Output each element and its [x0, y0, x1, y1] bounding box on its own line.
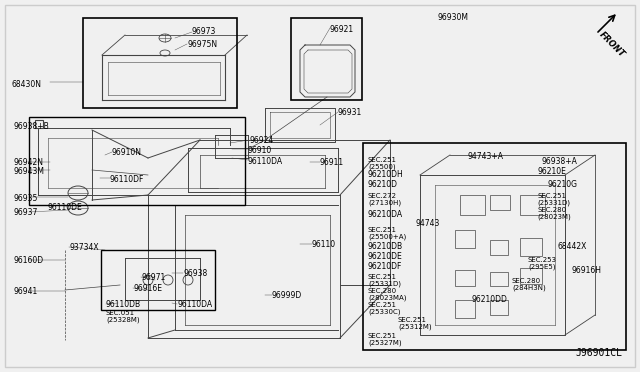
Text: SEC.251
(25500): SEC.251 (25500)	[368, 157, 397, 170]
Bar	[83, 18, 237, 108]
Text: 96973: 96973	[192, 27, 216, 36]
Text: J96901CL: J96901CL	[575, 348, 622, 358]
Text: SEC.272
(27130H): SEC.272 (27130H)	[368, 193, 401, 206]
Text: 96931: 96931	[338, 108, 362, 117]
Bar	[490, 300, 508, 315]
Text: 96110: 96110	[312, 240, 336, 249]
Text: 96110DA: 96110DA	[177, 300, 212, 309]
Text: SEC.251
(25331D): SEC.251 (25331D)	[537, 193, 570, 206]
Text: 96938+A: 96938+A	[541, 157, 577, 166]
Text: 96110DE: 96110DE	[47, 203, 82, 212]
Text: 96935: 96935	[13, 194, 37, 203]
Text: 96975N: 96975N	[187, 40, 217, 49]
Text: 96210G: 96210G	[548, 180, 578, 189]
Bar	[520, 195, 545, 215]
Bar	[520, 238, 542, 256]
Text: 96971: 96971	[141, 273, 165, 282]
Text: 94743: 94743	[415, 219, 440, 228]
Bar	[455, 230, 475, 248]
Text: 96930M: 96930M	[437, 13, 468, 22]
Text: SEC.251
(25331D): SEC.251 (25331D)	[368, 274, 401, 287]
Bar	[460, 195, 485, 215]
Bar	[490, 240, 508, 255]
Text: SEC.051
(25328M): SEC.051 (25328M)	[106, 310, 140, 323]
Text: SEC.251
(25500+A): SEC.251 (25500+A)	[368, 227, 406, 240]
Text: 96943M: 96943M	[13, 167, 44, 176]
Text: 96916H: 96916H	[572, 266, 602, 275]
Text: 96110DB: 96110DB	[106, 300, 141, 309]
Text: 96160D: 96160D	[13, 256, 43, 265]
Text: SEC.251
(25327M): SEC.251 (25327M)	[368, 333, 402, 346]
Bar	[455, 300, 475, 318]
Bar	[363, 143, 626, 350]
Text: 96921: 96921	[330, 25, 354, 34]
Text: FRONT: FRONT	[597, 30, 626, 59]
Text: 96210DD: 96210DD	[472, 295, 508, 304]
Text: 96910: 96910	[248, 146, 272, 155]
Text: SEC.280
(28023M): SEC.280 (28023M)	[537, 207, 571, 220]
Bar	[35, 120, 43, 128]
Text: 96941: 96941	[13, 287, 37, 296]
Text: 68442X: 68442X	[558, 242, 588, 251]
Text: 96210DA: 96210DA	[368, 210, 403, 219]
Text: SEC.251
(25312M): SEC.251 (25312M)	[398, 317, 431, 330]
Text: 93734X: 93734X	[69, 243, 99, 252]
Text: 96942N: 96942N	[13, 158, 43, 167]
Text: SEC.253
(295E5): SEC.253 (295E5)	[528, 257, 557, 270]
Bar	[520, 268, 542, 284]
Text: 96110DA: 96110DA	[248, 157, 283, 166]
Text: 96938: 96938	[183, 269, 207, 278]
Text: 96210DH: 96210DH	[368, 170, 404, 179]
Text: 96937: 96937	[13, 208, 37, 217]
Text: SEC.280
(28023MA): SEC.280 (28023MA)	[368, 288, 406, 301]
Text: 94743+A: 94743+A	[468, 152, 504, 161]
Text: 96210D: 96210D	[368, 180, 398, 189]
Bar	[101, 250, 215, 310]
Text: 96210DE: 96210DE	[368, 252, 403, 261]
Text: 96999D: 96999D	[272, 291, 302, 300]
Text: SEC.280
(284H3N): SEC.280 (284H3N)	[512, 278, 546, 291]
Bar	[490, 195, 510, 210]
Text: 96924: 96924	[249, 136, 273, 145]
Text: 96210DF: 96210DF	[368, 262, 403, 271]
Text: 96910N: 96910N	[112, 148, 142, 157]
Bar	[291, 18, 362, 100]
Text: 96911: 96911	[320, 158, 344, 167]
Text: 96938+B: 96938+B	[13, 122, 49, 131]
Text: 96916E: 96916E	[133, 284, 162, 293]
Text: 96210DB: 96210DB	[368, 242, 403, 251]
Text: SEC.251
(25330C): SEC.251 (25330C)	[368, 302, 401, 315]
Bar	[29, 117, 245, 205]
Bar	[455, 270, 475, 286]
Text: 96110DF: 96110DF	[110, 175, 145, 184]
Bar	[490, 272, 508, 286]
Text: 96210E: 96210E	[538, 167, 567, 176]
Text: 68430N: 68430N	[12, 80, 42, 89]
